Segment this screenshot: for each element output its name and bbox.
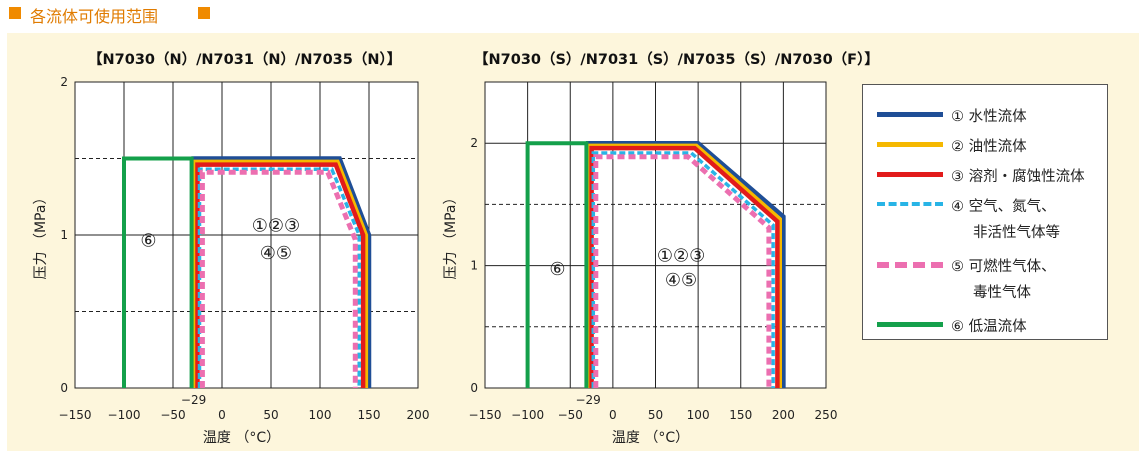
x-tick-label: 0 xyxy=(218,408,226,422)
legend-item-cryogenic: ⑥ 低温流体 xyxy=(863,313,1109,335)
x-tick-label: 50 xyxy=(648,408,663,422)
x-tick-label: −50 xyxy=(558,408,583,422)
region-label: ①②③ xyxy=(657,246,705,267)
x-tick-label: 0 xyxy=(609,408,617,422)
x-axis-label: 温度 （°C） xyxy=(203,430,280,446)
x-extra-tick-label: −29 xyxy=(575,393,600,407)
legend-item-oil: ② 油性流体 xyxy=(863,133,1109,155)
header-square-icon xyxy=(9,7,21,19)
header-square-icon xyxy=(198,7,210,19)
x-tick-label: −150 xyxy=(59,408,92,422)
legend-swatch-flammable xyxy=(877,262,943,268)
legend-swatch-air xyxy=(877,202,943,206)
legend-label: ④ 空气、氮气、 xyxy=(951,199,1056,215)
series-line-4 xyxy=(591,151,775,388)
series-line-5 xyxy=(593,154,772,388)
x-tick-label: 100 xyxy=(687,408,710,422)
y-axis-label: 压力 （MPa） xyxy=(33,191,49,280)
legend-label: ③ 溶剂・腐蚀性流体 xyxy=(951,169,1085,185)
x-axis-label: 温度 （°C） xyxy=(612,430,689,446)
legend-item-solvent: ③ 溶剂・腐蚀性流体 xyxy=(863,163,1109,185)
region-label: ⑥ xyxy=(549,259,565,280)
legend-swatch-oil xyxy=(877,142,943,147)
legend-label-continued: 毒性气体 xyxy=(973,285,1031,301)
x-tick-label: 200 xyxy=(407,408,430,422)
y-tick-label: 1 xyxy=(470,259,478,273)
region-label: ④⑤ xyxy=(260,243,292,264)
y-tick-label: 2 xyxy=(60,75,68,89)
region-label: ④⑤ xyxy=(665,270,697,291)
y-tick-label: 2 xyxy=(470,136,478,150)
y-tick-label: 0 xyxy=(60,381,68,395)
y-tick-label: 0 xyxy=(470,381,478,395)
section-title: 各流体可使用范围 xyxy=(30,7,159,26)
chart-1-title: 【N7030（N）/N7031（N）/N7035（N）】 xyxy=(88,52,402,68)
legend: ① 水性流体 ② 油性流体 ③ 溶剂・腐蚀性流体 ④ 空气、氮气、 非活性气体等… xyxy=(862,84,1108,340)
legend-label: ⑥ 低温流体 xyxy=(951,319,1027,335)
x-tick-label: −100 xyxy=(511,408,544,422)
region-label: ⑥ xyxy=(140,231,156,252)
y-tick-label: 1 xyxy=(60,228,68,242)
x-tick-label: −50 xyxy=(160,408,185,422)
series-line-6 xyxy=(122,156,194,388)
region-label: ①②③ xyxy=(252,215,300,236)
legend-label: ② 油性流体 xyxy=(951,139,1027,155)
y-axis-label: 压力 （MPa） xyxy=(443,191,459,280)
x-tick-label: 200 xyxy=(772,408,795,422)
legend-item-flammable: ⑤ 可燃性气体、 xyxy=(863,253,1109,275)
series-line-3 xyxy=(589,145,780,388)
legend-item-air: ④ 空气、氮气、 xyxy=(863,193,1109,215)
series-line-5 xyxy=(199,169,358,388)
x-tick-label: −100 xyxy=(108,408,141,422)
legend-label-continued: 非活性气体等 xyxy=(973,225,1060,241)
section-header: 各流体可使用范围 xyxy=(0,0,1142,30)
x-tick-label: −150 xyxy=(469,408,502,422)
x-tick-label: 250 xyxy=(815,408,838,422)
legend-swatch-water xyxy=(877,112,943,117)
series-line-6 xyxy=(525,141,589,388)
x-tick-label: 50 xyxy=(263,408,278,422)
legend-swatch-solvent xyxy=(877,172,943,177)
legend-swatch-cryogenic xyxy=(877,322,943,327)
chart-1: −150 −100 −50 0 50 100 150 200 0 1 2 −29 温度 （°C） 压力 （… xyxy=(33,75,430,446)
x-tick-label: 100 xyxy=(309,408,332,422)
x-tick-label: 150 xyxy=(358,408,381,422)
legend-label: ① 水性流体 xyxy=(951,109,1027,125)
x-extra-tick-label: −29 xyxy=(181,393,206,407)
series-line-4 xyxy=(197,167,361,388)
chart-2: −150 −100 −50 0 50 100 150 200 250 0 1 2 −29 温度 （°C） 压… xyxy=(443,81,838,446)
chart-2-title: 【N7030（S）/N7031（S）/N7035（S）/N7030（F）】 xyxy=(474,52,879,68)
legend-label: ⑤ 可燃性气体、 xyxy=(951,259,1056,275)
x-tick-label: 150 xyxy=(729,408,752,422)
series-line-3 xyxy=(195,162,366,388)
legend-item-water: ① 水性流体 xyxy=(863,103,1109,125)
